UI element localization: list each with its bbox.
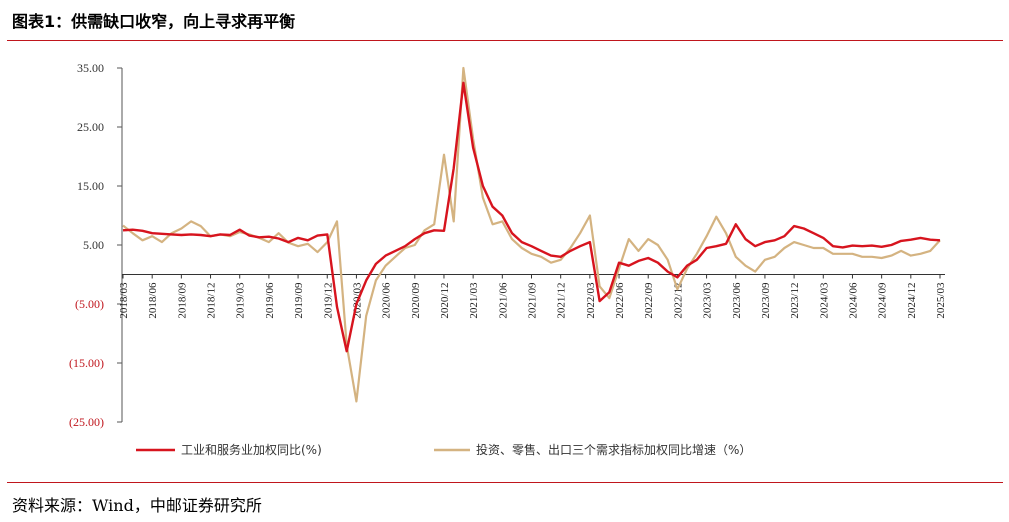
y-tick-label: 35.00 <box>77 61 104 75</box>
x-tick-label: 2019/06 <box>264 282 276 319</box>
x-tick-label: 2019/03 <box>235 282 247 319</box>
legend-label-series-1: 工业和服务业加权同比(%) <box>181 442 322 457</box>
y-tick-label: 5.00 <box>83 238 104 252</box>
x-tick-label: 2022/03 <box>585 282 597 319</box>
x-tick-label: 2022/06 <box>614 282 626 319</box>
page-title: 图表1：供需缺口收窄，向上寻求再平衡 <box>12 12 296 31</box>
x-tick-label: 2024/12 <box>906 283 918 319</box>
x-tick-label: 2023/03 <box>702 282 714 319</box>
x-tick-label: 2020/06 <box>381 282 393 319</box>
y-tick-label: 25.00 <box>77 120 104 134</box>
y-tick-label: 15.00 <box>77 179 104 193</box>
x-tick-label: 2023/09 <box>760 282 772 319</box>
x-tick-label: 2018/03 <box>118 282 130 319</box>
x-tick-label: 2023/12 <box>789 283 801 319</box>
legend: 工业和服务业加权同比(%) 投资、零售、出口三个需求指标加权同比增速（%） <box>136 442 751 457</box>
x-tick-label: 2022/09 <box>643 282 655 319</box>
y-tick-label: (25.00) <box>69 415 104 429</box>
y-tick-label: (5.00) <box>75 297 104 311</box>
x-tick-label: 2021/06 <box>497 282 509 319</box>
series-line-industry-services <box>122 81 941 353</box>
x-tick-label: 2025/03 <box>935 282 947 319</box>
x-tick-label: 2019/09 <box>293 282 305 319</box>
y-tick-label: (15.00) <box>69 356 104 370</box>
x-tick-label: 2021/03 <box>468 282 480 319</box>
top-divider <box>7 40 1003 41</box>
series-layer <box>122 66 941 403</box>
x-tick-label: 2018/09 <box>176 282 188 319</box>
bottom-divider <box>7 482 1003 483</box>
x-tick-label: 2024/06 <box>847 282 859 319</box>
x-tick-label: 2022/12 <box>672 283 684 319</box>
x-tick-label: 2019/12 <box>322 283 334 319</box>
y-axis: 35.00 25.00 15.00 5.00 (5.00) (15.00) (25.00) <box>69 61 123 429</box>
x-tick-label: 2024/09 <box>877 282 889 319</box>
x-tick-label: 2023/06 <box>731 282 743 319</box>
x-axis: 2018/03 2018/06 2018/09 2018/12 2019/03 2019/… <box>118 274 947 319</box>
x-tick-label: 2018/12 <box>206 283 218 319</box>
x-tick-label: 2021/12 <box>556 283 568 319</box>
line-chart: 35.0025.0015.005.00(5.00)(15.00)(25.00) … <box>69 61 947 457</box>
legend-label-series-2: 投资、零售、出口三个需求指标加权同比增速（%） <box>476 442 751 457</box>
x-tick-label: 2020/12 <box>439 283 451 319</box>
x-tick-label: 2021/09 <box>527 282 539 319</box>
x-tick-label: 2024/03 <box>818 282 830 319</box>
x-tick-label: 2018/06 <box>147 282 159 319</box>
source-note: 资料来源：Wind，中邮证券研究所 <box>12 496 262 515</box>
x-tick-label: 2020/09 <box>410 282 422 319</box>
